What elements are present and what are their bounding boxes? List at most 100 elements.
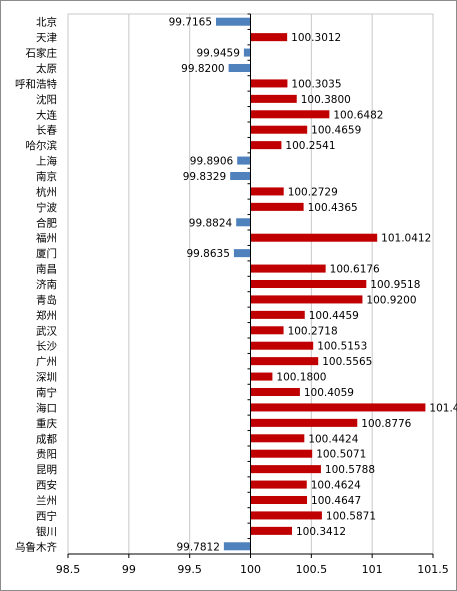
category-label: 西宁 [36,509,57,522]
bar [243,48,251,57]
category-label: 石家庄 [26,47,58,60]
x-tick-label: 99.5 [177,563,202,576]
x-tick-label: 99 [122,563,136,576]
data-label: 100.2729 [288,186,338,198]
data-label: 100.5153 [317,341,367,353]
data-label: 99.8329 [183,171,226,183]
bar [250,372,273,381]
bar [250,341,314,350]
data-label: 100.5788 [325,464,375,476]
bar [250,79,288,88]
x-tick-label: 98.5 [56,563,81,576]
bar [236,218,251,227]
bar [250,94,297,103]
category-label: 沈阳 [36,93,57,106]
bar [250,418,358,427]
bar [250,480,307,489]
data-label: 100.6176 [330,264,380,276]
data-label: 99.8635 [186,248,229,260]
bar [250,357,319,366]
category-label: 大连 [36,108,57,121]
data-label: 100.3412 [296,526,346,538]
data-label: 100.4365 [308,202,358,214]
category-label: 福州 [36,232,57,245]
bar [250,495,308,505]
bar [250,295,363,304]
x-tick-label: 101.5 [417,563,449,576]
category-label: 西安 [36,479,57,492]
category-label: 乌鲁木齐 [15,540,57,553]
data-label: 100.5565 [322,356,372,368]
data-label: 100.4647 [311,495,361,507]
bar [250,465,321,474]
data-label: 99.7812 [176,541,219,553]
bar [223,542,251,551]
category-label: 银川 [36,525,57,538]
data-label: 100.9200 [366,294,416,306]
bar [250,511,322,520]
bar [250,449,313,458]
data-label: 100.3035 [291,78,341,90]
bar [250,264,326,273]
data-label: 101.4376 [429,402,457,414]
x-tick-label: 100 [240,563,261,576]
bar [250,403,426,412]
bar [250,387,300,397]
category-label: 宁波 [36,201,57,214]
category-label: 兰州 [36,494,57,507]
x-tick-labels: 98.5 99 99.5 100 100.5 101 101.5 [56,563,449,576]
data-label: 100.1800 [276,372,326,384]
category-labels: 北京天津石家庄太原呼和浩特沈阳大连长春哈尔滨上海南京杭州宁波合肥福州厦门南昌济南… [15,16,57,554]
category-label: 济南 [36,278,57,291]
bar [250,141,282,150]
bar [250,279,367,289]
category-label: 长春 [36,125,57,137]
data-label: 100.4059 [304,387,354,399]
category-label: 呼和浩特 [15,78,57,90]
data-label: 99.8200 [181,63,224,75]
data-label: 100.5871 [326,510,376,522]
data-label: 100.2718 [288,325,338,337]
category-label: 长沙 [36,341,57,353]
bar [233,249,251,258]
category-label: 哈尔滨 [26,139,58,152]
category-label: 上海 [36,155,57,168]
value-labels: 99.7165 100.3012 99.9459 99.8200 100.3035 100… [169,17,457,554]
data-label: 99.7165 [169,17,212,29]
bar [250,233,378,242]
category-label: 南京 [36,170,57,183]
bar [250,310,305,319]
bar [250,125,308,134]
x-tick-label: 101 [362,563,383,576]
category-label: 太原 [36,62,57,75]
category-label: 郑州 [36,309,57,322]
bar [250,187,284,196]
data-label: 100.4624 [311,480,361,492]
category-label: 贵阳 [36,448,57,461]
category-label: 昆明 [36,464,57,476]
category-label: 北京 [36,16,57,29]
category-label: 深圳 [36,372,57,384]
category-label: 武汉 [36,324,57,337]
data-label: 99.8824 [189,217,233,229]
category-label: 厦门 [36,247,57,260]
data-label: 100.9518 [370,279,420,291]
data-label: 101.0412 [381,233,431,245]
data-label: 100.3800 [301,94,351,106]
category-label: 合肥 [36,216,57,229]
bars [216,17,426,551]
x-tick-label: 100.5 [296,563,328,576]
category-label: 天津 [36,32,57,44]
category-label: 杭州 [36,185,57,198]
category-label: 南昌 [36,263,57,276]
category-label: 青岛 [36,293,57,306]
bar [250,434,305,443]
bar [237,156,251,165]
category-label: 南宁 [36,386,57,399]
data-label: 100.5071 [316,449,366,461]
data-label: 99.8906 [190,156,234,168]
bar [216,17,251,26]
data-label: 99.9459 [196,48,239,60]
